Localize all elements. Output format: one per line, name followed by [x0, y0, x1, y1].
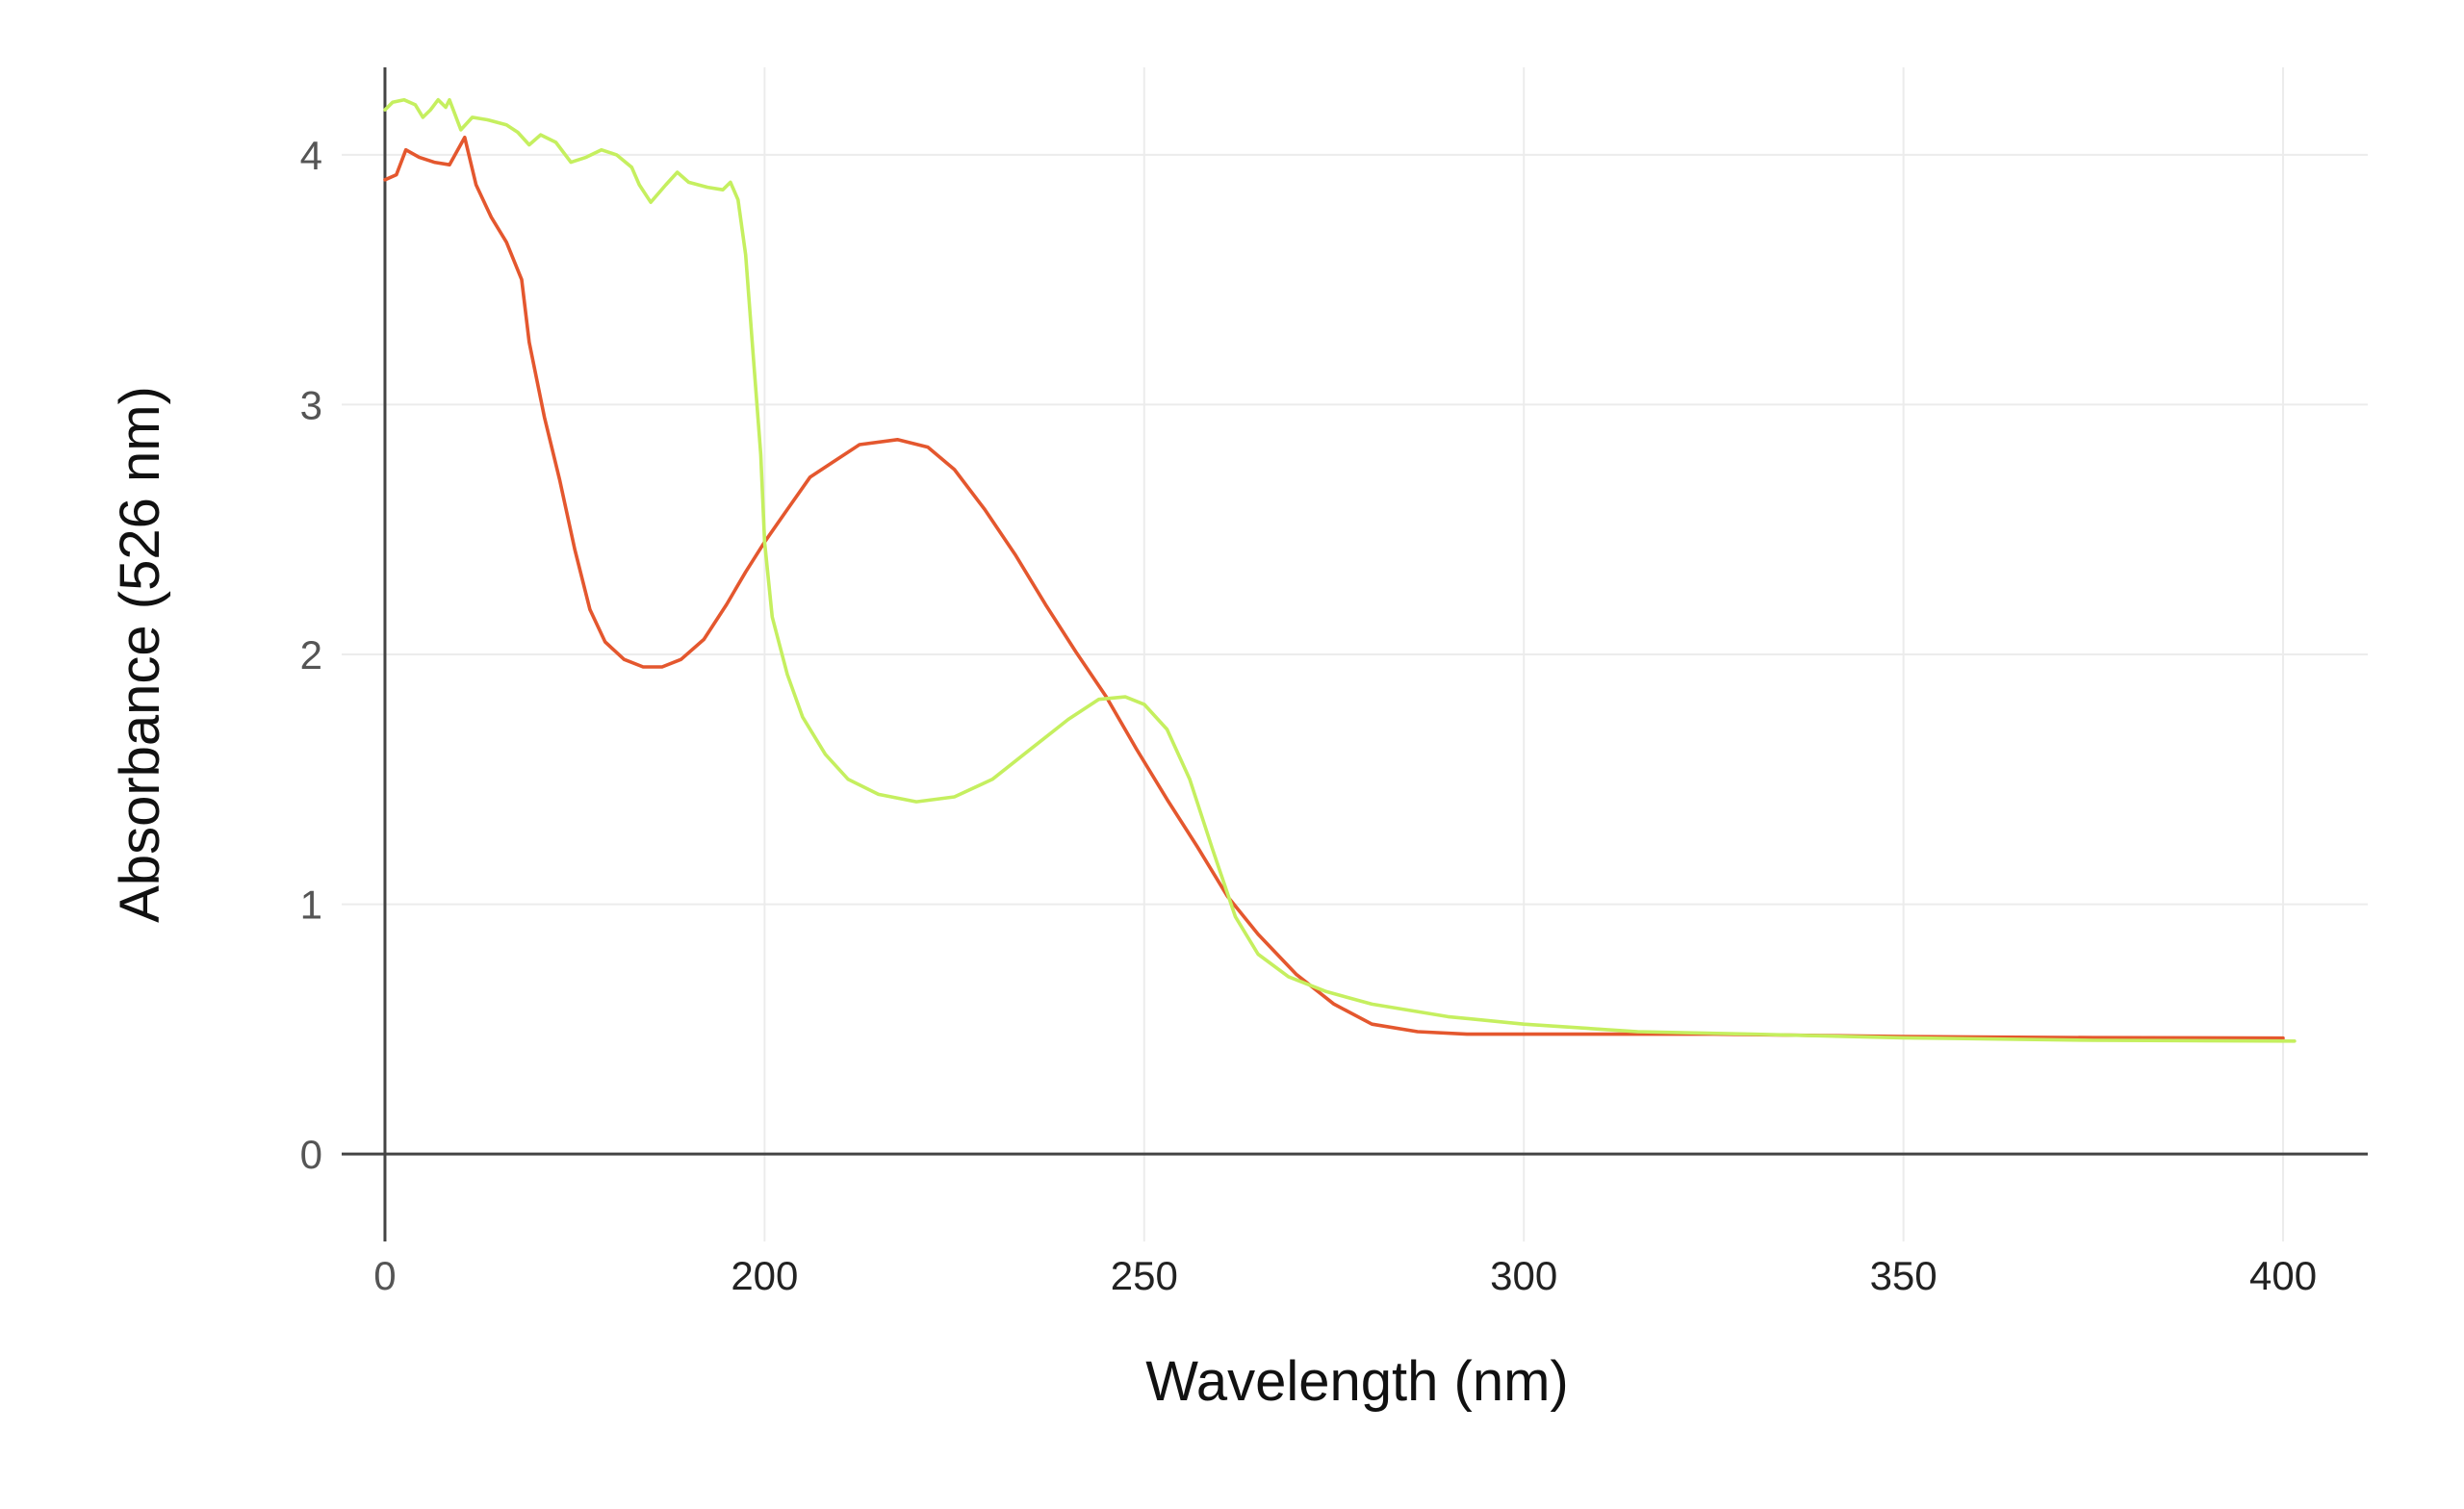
- x-tick-label: 200: [731, 1253, 798, 1298]
- y-tick-label: 1: [300, 882, 322, 928]
- x-tick-label: 250: [1111, 1253, 1178, 1298]
- gridlines: [342, 67, 2368, 1241]
- x-tick-label: 400: [2249, 1253, 2317, 1298]
- series-line-1: [383, 135, 2285, 1040]
- tick-labels: 0 200 250 300 350 400 0 1 2 3 4: [300, 133, 2317, 1298]
- y-tick-label: 0: [300, 1132, 322, 1177]
- x-axis-title: Wavelength (nm): [1145, 1350, 1568, 1413]
- axes: [342, 67, 2368, 1241]
- y-axis-title: Absorbance (526 nm): [109, 386, 171, 923]
- y-tick-label: 4: [300, 133, 322, 178]
- x-tick-label: 300: [1490, 1253, 1557, 1298]
- series-line-2: [383, 97, 2297, 1043]
- y-tick-label: 2: [300, 632, 322, 678]
- x-tick-label: 0: [373, 1253, 396, 1298]
- x-tick-label: 350: [1870, 1253, 1938, 1298]
- y-tick-label: 3: [300, 382, 322, 427]
- series-lines: [383, 97, 2297, 1043]
